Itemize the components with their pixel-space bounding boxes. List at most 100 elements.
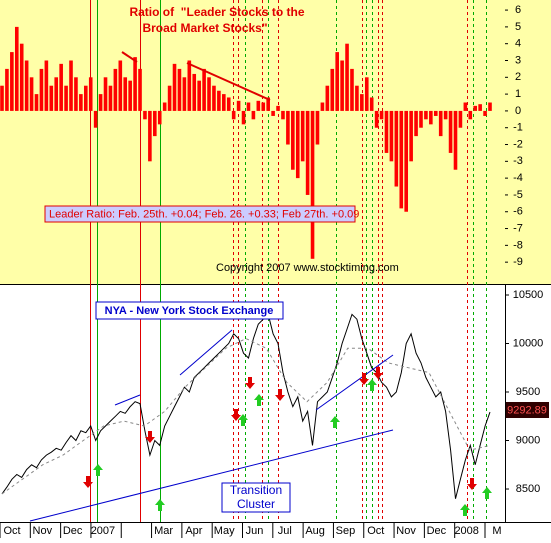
bar	[374, 110, 379, 128]
y-tick-label: 5	[515, 21, 521, 33]
bar	[266, 97, 270, 111]
bar	[143, 110, 147, 120]
y-tick-label: 9000	[516, 434, 540, 446]
bar	[231, 110, 236, 120]
bar	[399, 110, 404, 209]
bar	[246, 102, 251, 111]
bar	[448, 110, 453, 153]
arrow	[460, 504, 470, 516]
bar	[463, 102, 468, 111]
bar	[5, 68, 9, 111]
bar	[118, 60, 123, 111]
bar	[226, 97, 231, 111]
bar	[98, 94, 103, 111]
trend-lines	[29, 51, 394, 522]
bar	[478, 104, 482, 111]
x-tick-label: Nov	[396, 525, 416, 537]
bar	[222, 94, 226, 111]
bar	[103, 77, 108, 111]
bar	[138, 68, 142, 111]
bar	[207, 77, 211, 111]
plot-layer: 6 5 4 3 2 1 0 -1 -2 -3 -4 -5 -6 -7 -8 -9 8500 9000 9500 100…	[0, 4, 543, 538]
x-tick-label: Mar	[154, 525, 173, 537]
x-tick-label: Dec	[63, 525, 83, 537]
bar	[69, 60, 73, 111]
x-tick-label: Oct	[3, 525, 20, 537]
y-tick-label: 6	[515, 4, 521, 16]
bar	[355, 85, 359, 111]
bar	[429, 110, 433, 125]
bar	[453, 110, 458, 170]
bar	[433, 110, 438, 116]
bar	[286, 110, 290, 145]
bar	[39, 68, 44, 111]
bar	[157, 110, 162, 125]
x-tick-label: Dec	[427, 525, 447, 537]
bar	[83, 85, 88, 111]
arrow	[145, 431, 155, 443]
bar	[93, 110, 98, 128]
bar	[236, 100, 241, 111]
bar	[241, 110, 246, 125]
y-tick-label: -1	[513, 122, 523, 134]
bar	[295, 110, 300, 179]
bar	[379, 110, 384, 120]
arrow	[238, 414, 248, 426]
x-tick-label: Jun	[246, 525, 264, 537]
bar	[360, 94, 364, 111]
arrow	[482, 487, 492, 499]
y-tick-label: 8500	[516, 483, 540, 495]
arrow	[254, 394, 264, 406]
bar	[320, 102, 325, 111]
bar	[276, 105, 280, 111]
bar	[271, 110, 275, 116]
bar	[330, 68, 335, 111]
bar	[340, 60, 344, 111]
annotation: Cluster	[237, 497, 275, 511]
y-tick-label: 0	[515, 105, 521, 117]
x-tick-label: Aug	[305, 525, 325, 537]
bar	[79, 94, 83, 111]
y-tick-label: 10000	[513, 337, 544, 349]
bar	[172, 63, 177, 111]
y-tick-label: -4	[513, 172, 523, 184]
bar	[409, 110, 413, 162]
bar	[473, 105, 478, 111]
arrows	[83, 367, 492, 516]
bar	[281, 110, 285, 120]
bar	[404, 110, 409, 212]
trend-line	[315, 354, 394, 411]
arrow	[83, 476, 93, 488]
bar	[202, 68, 206, 111]
chart-title: Broad Market Stocks"	[142, 21, 267, 35]
bar	[305, 110, 310, 195]
bar	[468, 110, 473, 120]
x-tick-label: 2008	[454, 525, 478, 537]
arrow	[330, 416, 340, 428]
bar	[443, 110, 448, 120]
y-tick-label: -9	[513, 256, 523, 268]
bar	[394, 110, 399, 187]
top-panel	[0, 0, 551, 284]
bar	[291, 110, 295, 170]
arrow	[231, 409, 241, 421]
bar	[458, 110, 463, 128]
arrow	[359, 373, 369, 385]
bar	[14, 26, 19, 111]
arrow	[93, 464, 103, 476]
arrow	[367, 379, 377, 391]
bar	[197, 80, 201, 111]
bar	[10, 52, 14, 111]
bar	[310, 110, 315, 259]
x-tick-label: M	[492, 525, 501, 537]
bar	[108, 85, 113, 111]
y-tick-label: -6	[513, 206, 523, 218]
bar	[438, 110, 443, 137]
price-line	[1, 338, 491, 495]
bar	[369, 97, 374, 111]
y-tick-label: -8	[513, 239, 523, 251]
y-tick-label: -2	[513, 138, 523, 150]
bar	[59, 63, 63, 111]
bar	[133, 57, 137, 111]
